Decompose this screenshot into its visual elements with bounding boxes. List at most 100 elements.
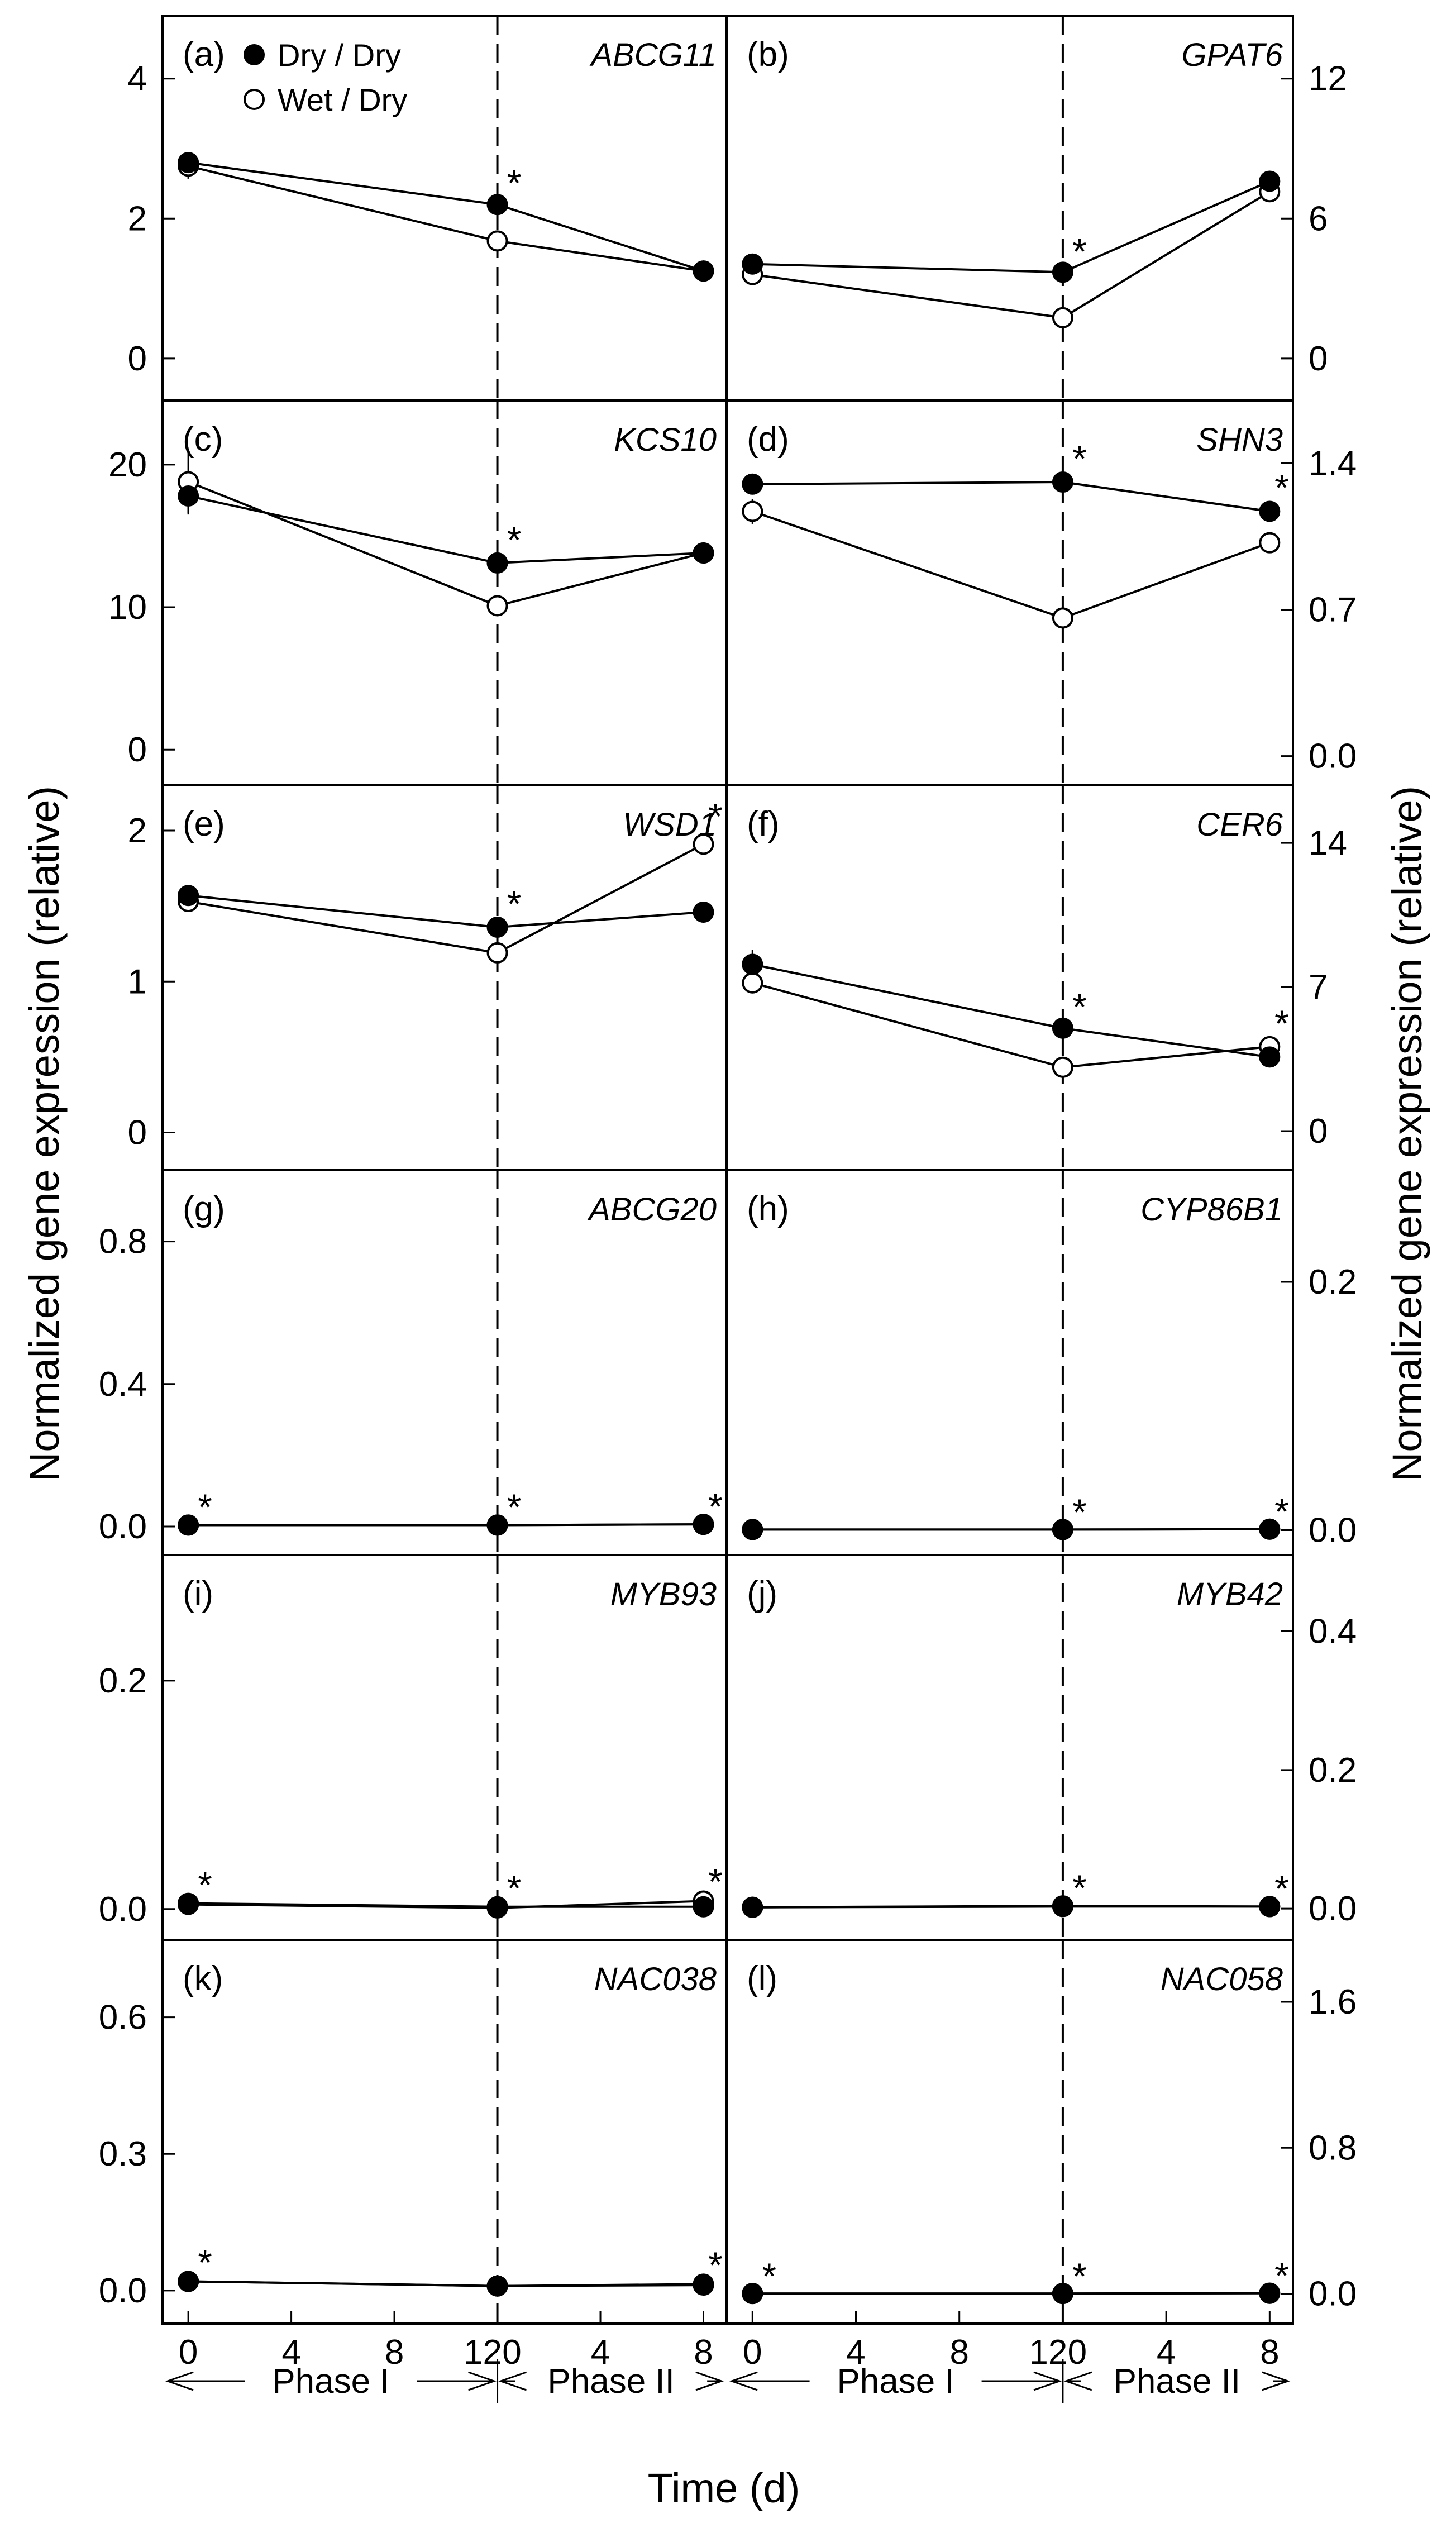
dry-dry-point bbox=[742, 1896, 763, 1918]
phase-1-label: Phase I bbox=[837, 2362, 954, 2401]
phase-2-arrowhead-right bbox=[1262, 2371, 1291, 2391]
dry-dry-point bbox=[742, 953, 763, 975]
significance-star: * bbox=[1072, 1491, 1087, 1533]
significance-star: * bbox=[708, 1861, 723, 1902]
wet-series-line bbox=[188, 2280, 704, 2287]
gene-name: CER6 bbox=[1196, 807, 1283, 843]
wet-dry-point bbox=[742, 500, 763, 522]
x-axis-title: Time (d) bbox=[648, 2465, 800, 2511]
y-tick-label: 0.6 bbox=[99, 1999, 147, 2037]
significance-star: * bbox=[507, 1868, 522, 1909]
panel-i: 0.0 0.2 (i) MYB93 * * * bbox=[99, 1555, 723, 1940]
phase-2-label: Phase II bbox=[1114, 2362, 1240, 2401]
significance-star: * bbox=[708, 2244, 723, 2286]
significance-star: * bbox=[1072, 1867, 1087, 1909]
dry-dry-point bbox=[1052, 1519, 1073, 1540]
y-tick-label: 0.2 bbox=[1309, 1751, 1357, 1790]
dry-dry-point bbox=[486, 1896, 508, 1918]
panel-a: 0 2 4 (a) ABCG11 * bbox=[128, 16, 717, 400]
y-tick-label: 0.2 bbox=[99, 1662, 147, 1700]
y-tick-label: 0.4 bbox=[1309, 1613, 1357, 1651]
x-tick-label: 4 bbox=[1157, 2333, 1176, 2372]
dry-dry-point bbox=[693, 2274, 714, 2296]
significance-star: * bbox=[198, 1864, 212, 1906]
dry-dry-point bbox=[693, 901, 714, 923]
x-tick-label: 0 bbox=[179, 2333, 198, 2372]
panel-letter: (f) bbox=[747, 805, 780, 843]
y-tick-label: 0 bbox=[128, 340, 147, 378]
dry-dry-point bbox=[1259, 1046, 1281, 1068]
panel-letter: (i) bbox=[183, 1575, 213, 1613]
panel-h: 0.0 0.2 (h) CYP86B1 * * bbox=[742, 1170, 1357, 1555]
dry-dry-point bbox=[1259, 1896, 1281, 1918]
dry-dry-point bbox=[178, 1514, 199, 1536]
panel-letter: (h) bbox=[747, 1190, 789, 1228]
significance-star: * bbox=[507, 519, 522, 561]
dry-dry-point bbox=[178, 2271, 199, 2292]
phase-2-label: Phase II bbox=[547, 2362, 674, 2401]
panel-letter: (g) bbox=[183, 1190, 225, 1228]
dry-series-line bbox=[188, 161, 704, 273]
dry-dry-point bbox=[693, 260, 714, 282]
phase-2-arrowhead-left bbox=[498, 2371, 527, 2391]
y-tick-label: 10 bbox=[108, 588, 147, 627]
panel-e: 012 (e) WSD1** bbox=[128, 785, 723, 1170]
dry-dry-point bbox=[178, 485, 199, 507]
dry-dry-point bbox=[742, 253, 763, 275]
y-tick-label: 0 bbox=[1309, 1112, 1328, 1151]
dry-dry-point bbox=[486, 2275, 508, 2297]
x-tick-label: 0 bbox=[1068, 2333, 1087, 2372]
significance-star: * bbox=[1072, 231, 1087, 272]
panel-letter: (e) bbox=[183, 805, 225, 843]
panel-letter: (b) bbox=[747, 35, 789, 74]
panel-k: 0.0 0.3 0.6 (k) NAC038 * * bbox=[99, 1940, 723, 2325]
significance-star: * bbox=[507, 1486, 522, 1528]
panel-c: 0 10 20 (c) KCS10 * bbox=[108, 400, 717, 785]
y-tick-label: 4 bbox=[128, 60, 147, 98]
panel-letter: (d) bbox=[747, 420, 789, 459]
panel-g: 0.0 0.4 0.8 (g) ABCG20 * * * bbox=[99, 1170, 723, 1555]
y-tick-label: 6 bbox=[1309, 199, 1328, 238]
y-tick-label: 0 bbox=[128, 731, 147, 769]
dry-series-line bbox=[752, 180, 1271, 274]
y-tick-label: 0 bbox=[1309, 340, 1328, 378]
phase-2-arrowhead-right bbox=[695, 2371, 724, 2391]
significance-star: * bbox=[1274, 1868, 1289, 1909]
y-tick-label: 2 bbox=[128, 812, 147, 850]
dry-dry-point bbox=[742, 2283, 763, 2305]
phase-1-arrowhead-right bbox=[468, 2371, 497, 2391]
dry-dry-point bbox=[693, 1896, 714, 1918]
wet-series-line bbox=[752, 1528, 1270, 1531]
dry-series-line bbox=[188, 495, 704, 564]
wet-series-line bbox=[752, 190, 1271, 319]
wet-dry-point bbox=[486, 230, 508, 252]
dry-dry-point bbox=[486, 552, 508, 574]
y-tick-label: 0.0 bbox=[99, 2272, 147, 2310]
dry-dry-point bbox=[178, 1892, 199, 1914]
dry-dry-point bbox=[1259, 1518, 1281, 1540]
significance-star: * bbox=[1274, 467, 1289, 508]
legend-wet-dry-marker bbox=[244, 89, 265, 110]
wet-series-line bbox=[188, 1523, 704, 1527]
gene-name: SHN3 bbox=[1196, 422, 1283, 458]
wet-dry-point bbox=[486, 942, 508, 964]
dry-dry-point bbox=[1052, 261, 1073, 283]
dry-dry-point bbox=[693, 542, 714, 564]
x-tick-label: 0 bbox=[502, 2333, 521, 2372]
panel-f: 0 7 14 (f) CER6 * * bbox=[742, 785, 1347, 1170]
significance-star: * bbox=[762, 2255, 776, 2297]
significance-star: * bbox=[1072, 438, 1087, 479]
wet-series-line bbox=[752, 2292, 1270, 2295]
wet-dry-point bbox=[693, 833, 714, 855]
panel-b: 0 6 12 (b) GPAT6 * bbox=[742, 16, 1347, 400]
panel-letter: (l) bbox=[747, 1959, 777, 1998]
panel-d: 0.0 0.7 1.4 (d) SHN3 * * bbox=[742, 400, 1357, 785]
phase-1-label: Phase I bbox=[272, 2362, 389, 2401]
dry-dry-point bbox=[1052, 2283, 1073, 2305]
y-tick-label: 20 bbox=[108, 446, 147, 484]
gene-name: KCS10 bbox=[614, 422, 717, 458]
wet-dry-point bbox=[1052, 1056, 1073, 1078]
significance-star: * bbox=[1274, 2255, 1289, 2296]
